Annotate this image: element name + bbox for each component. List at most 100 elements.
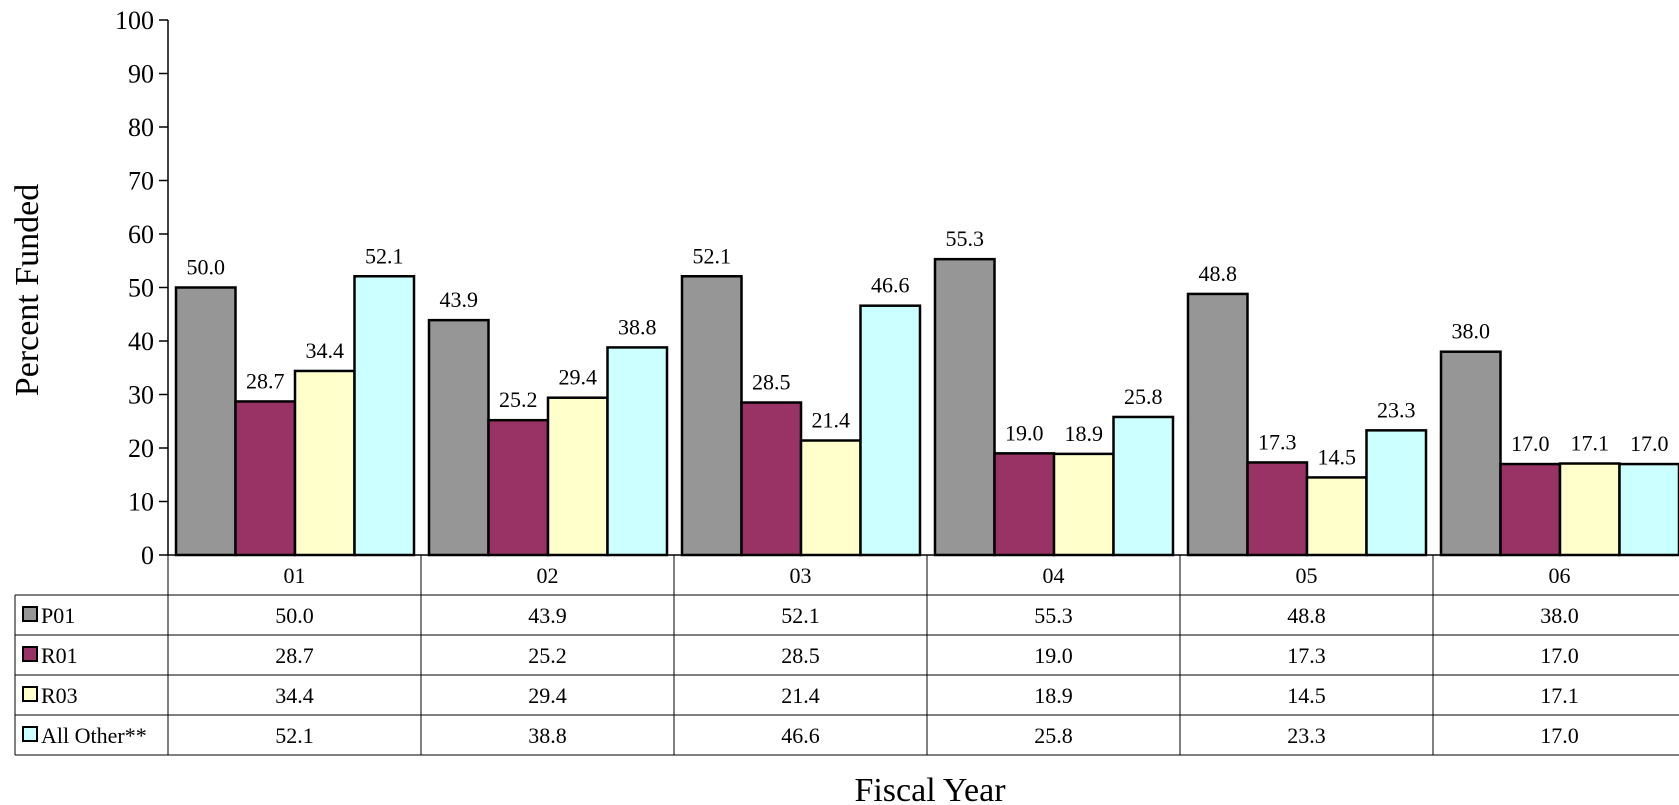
legend-label: All Other**	[41, 723, 147, 748]
table-cell: 19.0	[1034, 643, 1073, 668]
y-tick-label: 100	[115, 6, 154, 35]
bar	[353, 275, 416, 557]
bar	[1365, 429, 1428, 557]
bar	[1618, 462, 1679, 557]
table-cell: 34.4	[275, 683, 314, 708]
table-cell: 43.9	[528, 603, 567, 628]
bar	[1558, 462, 1621, 557]
bar	[859, 304, 922, 557]
table-cell: 17.1	[1540, 683, 1579, 708]
y-tick-label: 30	[128, 381, 154, 410]
data-label: 28.5	[752, 370, 791, 395]
x-tick-label: 01	[284, 563, 306, 588]
bar	[234, 400, 297, 557]
data-labels: 50.0 28.7 34.4 52.1 43.9 25.2 29.4 38.8 52.1 28.5…	[187, 226, 1669, 469]
table-cell: 25.2	[528, 643, 567, 668]
data-label: 19.0	[1005, 420, 1044, 445]
legend-swatch	[22, 606, 38, 622]
bar	[1052, 452, 1115, 557]
bars	[174, 257, 1679, 557]
data-label: 52.1	[693, 243, 732, 268]
table-cell: 28.5	[781, 643, 820, 668]
bar	[1439, 350, 1502, 557]
table-cell: 48.8	[1287, 603, 1326, 628]
data-label: 38.0	[1452, 319, 1491, 344]
data-label: 25.2	[499, 387, 538, 412]
data-table: 01 02 03 04 05 06 P01 50.0 43.9 52.1 55.3 48.8 38.0 R…	[14, 554, 1679, 756]
bar	[606, 346, 669, 557]
table-cell: 38.0	[1540, 603, 1579, 628]
y-tick-label: 0	[141, 541, 154, 570]
table-cell: 18.9	[1034, 683, 1073, 708]
legend-label: R01	[41, 643, 78, 668]
y-tick-label: 80	[128, 113, 154, 142]
data-label: 46.6	[871, 273, 910, 298]
data-label: 17.0	[1630, 431, 1669, 456]
table-cell: 17.0	[1540, 723, 1579, 748]
data-label: 50.0	[187, 255, 226, 280]
y-tick-label: 70	[128, 167, 154, 196]
data-label: 14.5	[1318, 444, 1357, 469]
table-cell: 17.3	[1287, 643, 1326, 668]
legend-label: R03	[41, 683, 78, 708]
bar	[740, 401, 803, 557]
data-label: 38.8	[618, 314, 657, 339]
data-label: 52.1	[365, 243, 404, 268]
bar	[427, 318, 490, 557]
data-label: 23.3	[1377, 397, 1416, 422]
data-label: 17.0	[1511, 431, 1550, 456]
table-cell: 29.4	[528, 683, 567, 708]
table-cell: 52.1	[781, 603, 820, 628]
table-cell: 17.0	[1540, 643, 1579, 668]
data-label: 21.4	[812, 408, 851, 433]
x-tick-label: 04	[1043, 563, 1065, 588]
y-tick-label: 40	[128, 327, 154, 356]
legend-label: P01	[41, 603, 75, 628]
x-tick-label: 02	[537, 563, 559, 588]
data-label: 17.3	[1258, 429, 1297, 454]
y-axis-label: Percent Funded	[9, 184, 46, 396]
x-tick-label: 03	[790, 563, 812, 588]
bar	[993, 452, 1056, 557]
bar	[293, 369, 356, 557]
x-tick-label: 05	[1296, 563, 1318, 588]
x-axis-label: Fiscal Year	[854, 772, 1006, 805]
data-label: 25.8	[1124, 384, 1163, 409]
bar	[799, 439, 862, 557]
bar	[1305, 476, 1368, 557]
bar	[1499, 462, 1562, 557]
table-cell: 46.6	[781, 723, 820, 748]
table-cell: 23.3	[1287, 723, 1326, 748]
y-tick-label: 50	[128, 274, 154, 303]
table-cell: 21.4	[781, 683, 820, 708]
x-tick-label: 06	[1549, 563, 1571, 588]
table-cell: 25.8	[1034, 723, 1073, 748]
bar	[1246, 461, 1309, 557]
bar	[1186, 292, 1249, 557]
data-label: 29.4	[559, 365, 598, 390]
table-cell: 50.0	[275, 603, 314, 628]
data-label: 55.3	[946, 226, 985, 251]
data-label: 17.1	[1571, 431, 1610, 456]
bar	[174, 286, 237, 557]
y-tick-label: 90	[128, 60, 154, 89]
table-cell: 28.7	[275, 643, 314, 668]
data-label: 43.9	[440, 287, 479, 312]
table-cell: 38.8	[528, 723, 567, 748]
bar	[933, 257, 996, 557]
legend-swatch	[22, 646, 38, 662]
bar	[546, 396, 609, 557]
data-label: 28.7	[246, 368, 285, 393]
table-cell: 52.1	[275, 723, 314, 748]
y-tick-label: 20	[128, 434, 154, 463]
bar	[487, 418, 550, 557]
bar	[1112, 415, 1175, 557]
y-tick-label: 10	[128, 488, 154, 517]
legend-swatch	[22, 686, 38, 702]
data-label: 48.8	[1199, 261, 1238, 286]
bar	[680, 275, 743, 557]
legend-swatch	[22, 726, 38, 742]
data-label: 34.4	[306, 338, 345, 363]
data-label: 18.9	[1065, 421, 1104, 446]
